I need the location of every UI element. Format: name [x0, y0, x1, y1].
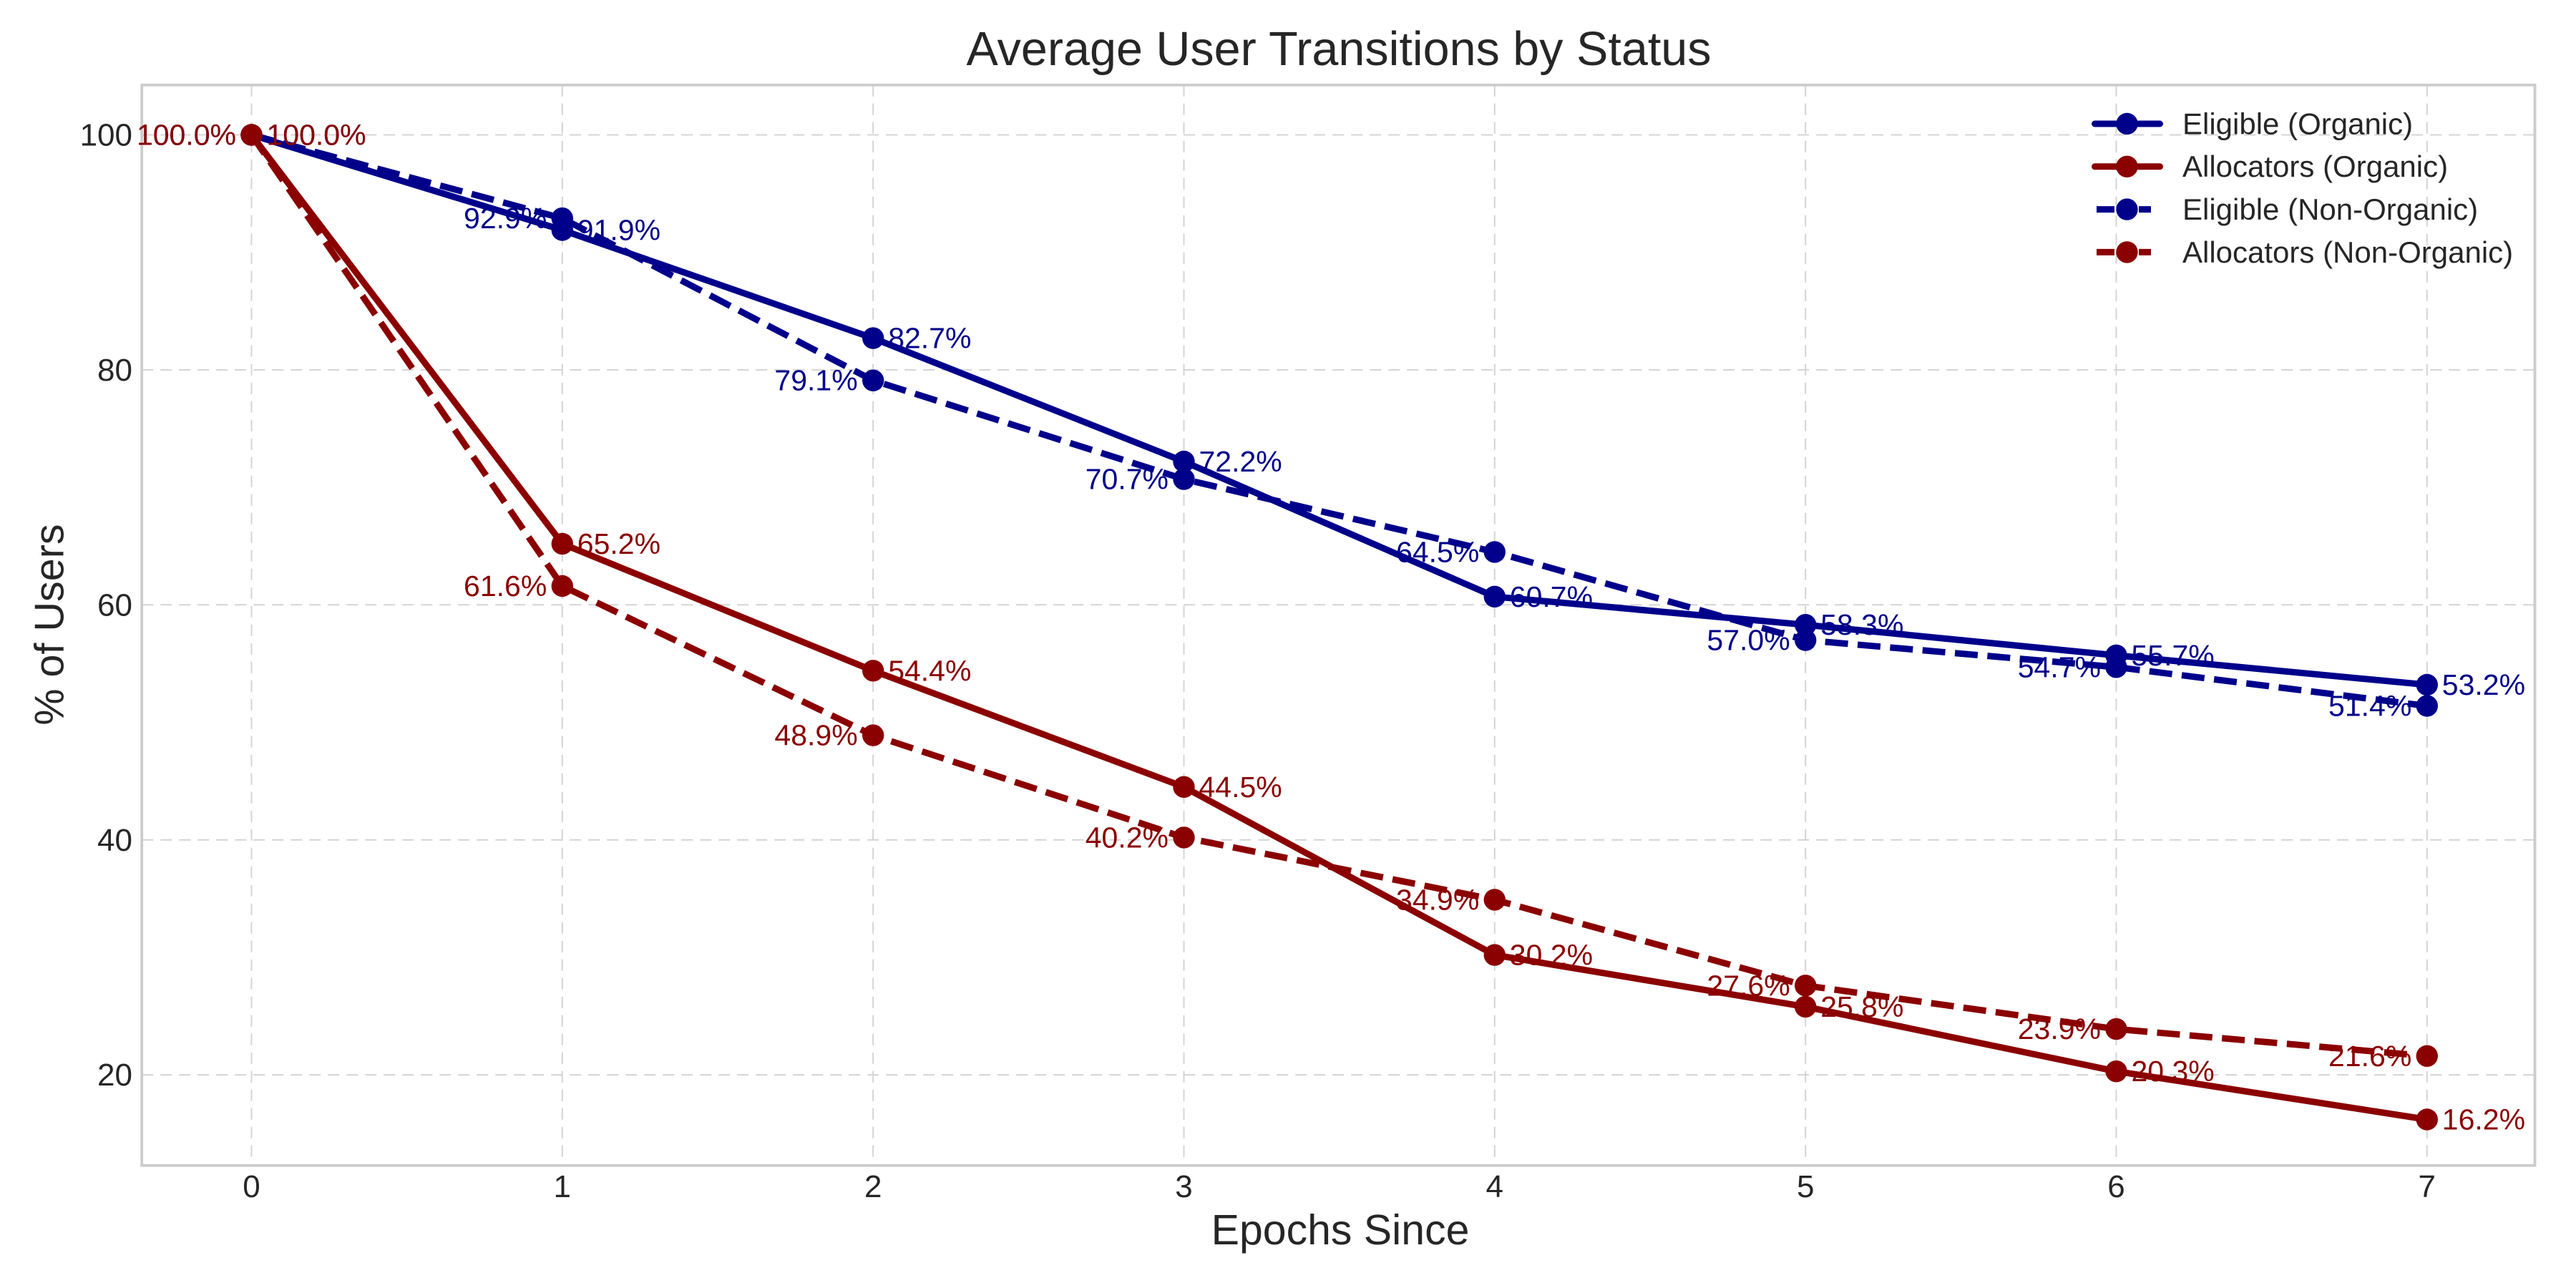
svg-text:6: 6 [2107, 1169, 2124, 1204]
svg-text:Epochs Since: Epochs Since [1211, 1206, 1470, 1254]
svg-text:51.4%: 51.4% [2328, 690, 2411, 723]
svg-text:30.2%: 30.2% [1510, 939, 1593, 972]
svg-text:Eligible (Organic): Eligible (Organic) [2182, 107, 2413, 140]
svg-text:1: 1 [554, 1169, 571, 1204]
svg-text:5: 5 [1797, 1169, 1814, 1204]
svg-text:40.2%: 40.2% [1085, 821, 1169, 854]
svg-text:54.4%: 54.4% [888, 654, 971, 687]
svg-text:16.2%: 16.2% [2442, 1103, 2525, 1136]
svg-text:60: 60 [97, 587, 132, 623]
svg-text:100.0%: 100.0% [267, 119, 366, 152]
svg-text:3: 3 [1175, 1169, 1192, 1204]
svg-text:55.7%: 55.7% [2132, 639, 2215, 672]
svg-text:25.8%: 25.8% [1820, 990, 1903, 1023]
svg-text:20.3%: 20.3% [2132, 1055, 2215, 1088]
svg-text:61.6%: 61.6% [464, 570, 547, 602]
svg-text:% of Users: % of Users [27, 524, 73, 725]
svg-text:Allocators (Organic): Allocators (Organic) [2182, 150, 2448, 183]
svg-text:27.6%: 27.6% [1707, 969, 1790, 1002]
svg-text:7: 7 [2419, 1169, 2436, 1204]
svg-text:80: 80 [97, 353, 132, 388]
svg-text:65.2%: 65.2% [577, 527, 660, 560]
svg-text:34.9%: 34.9% [1396, 883, 1479, 916]
svg-text:82.7%: 82.7% [888, 322, 971, 355]
svg-text:60.7%: 60.7% [1510, 580, 1593, 613]
svg-text:92.9%: 92.9% [464, 202, 547, 235]
svg-text:53.2%: 53.2% [2442, 668, 2525, 701]
svg-text:40: 40 [97, 823, 132, 858]
svg-text:64.5%: 64.5% [1396, 535, 1479, 568]
svg-text:100: 100 [80, 118, 132, 153]
svg-text:72.2%: 72.2% [1199, 445, 1282, 478]
svg-text:91.9%: 91.9% [577, 214, 660, 247]
svg-text:79.1%: 79.1% [774, 364, 857, 397]
svg-text:20: 20 [97, 1058, 132, 1093]
svg-text:23.9%: 23.9% [2018, 1013, 2101, 1045]
svg-text:100.0%: 100.0% [267, 119, 366, 152]
svg-text:57.0%: 57.0% [1707, 624, 1790, 657]
svg-text:2: 2 [864, 1169, 882, 1204]
svg-text:4: 4 [1486, 1169, 1503, 1204]
svg-text:100.0%: 100.0% [137, 119, 236, 152]
svg-text:70.7%: 70.7% [1085, 463, 1169, 496]
svg-text:100.0%: 100.0% [137, 119, 236, 152]
svg-text:Eligible (Non-Organic): Eligible (Non-Organic) [2182, 192, 2478, 226]
svg-text:58.3%: 58.3% [1820, 608, 1903, 641]
svg-text:Average User Transitions by St: Average User Transitions by Status [966, 23, 1711, 76]
svg-text:48.9%: 48.9% [774, 719, 857, 752]
svg-text:54.7%: 54.7% [2018, 650, 2101, 683]
svg-text:21.6%: 21.6% [2328, 1040, 2411, 1073]
svg-text:0: 0 [243, 1169, 260, 1204]
svg-text:44.5%: 44.5% [1199, 771, 1282, 804]
svg-text:Allocators (Non-Organic): Allocators (Non-Organic) [2182, 235, 2513, 269]
